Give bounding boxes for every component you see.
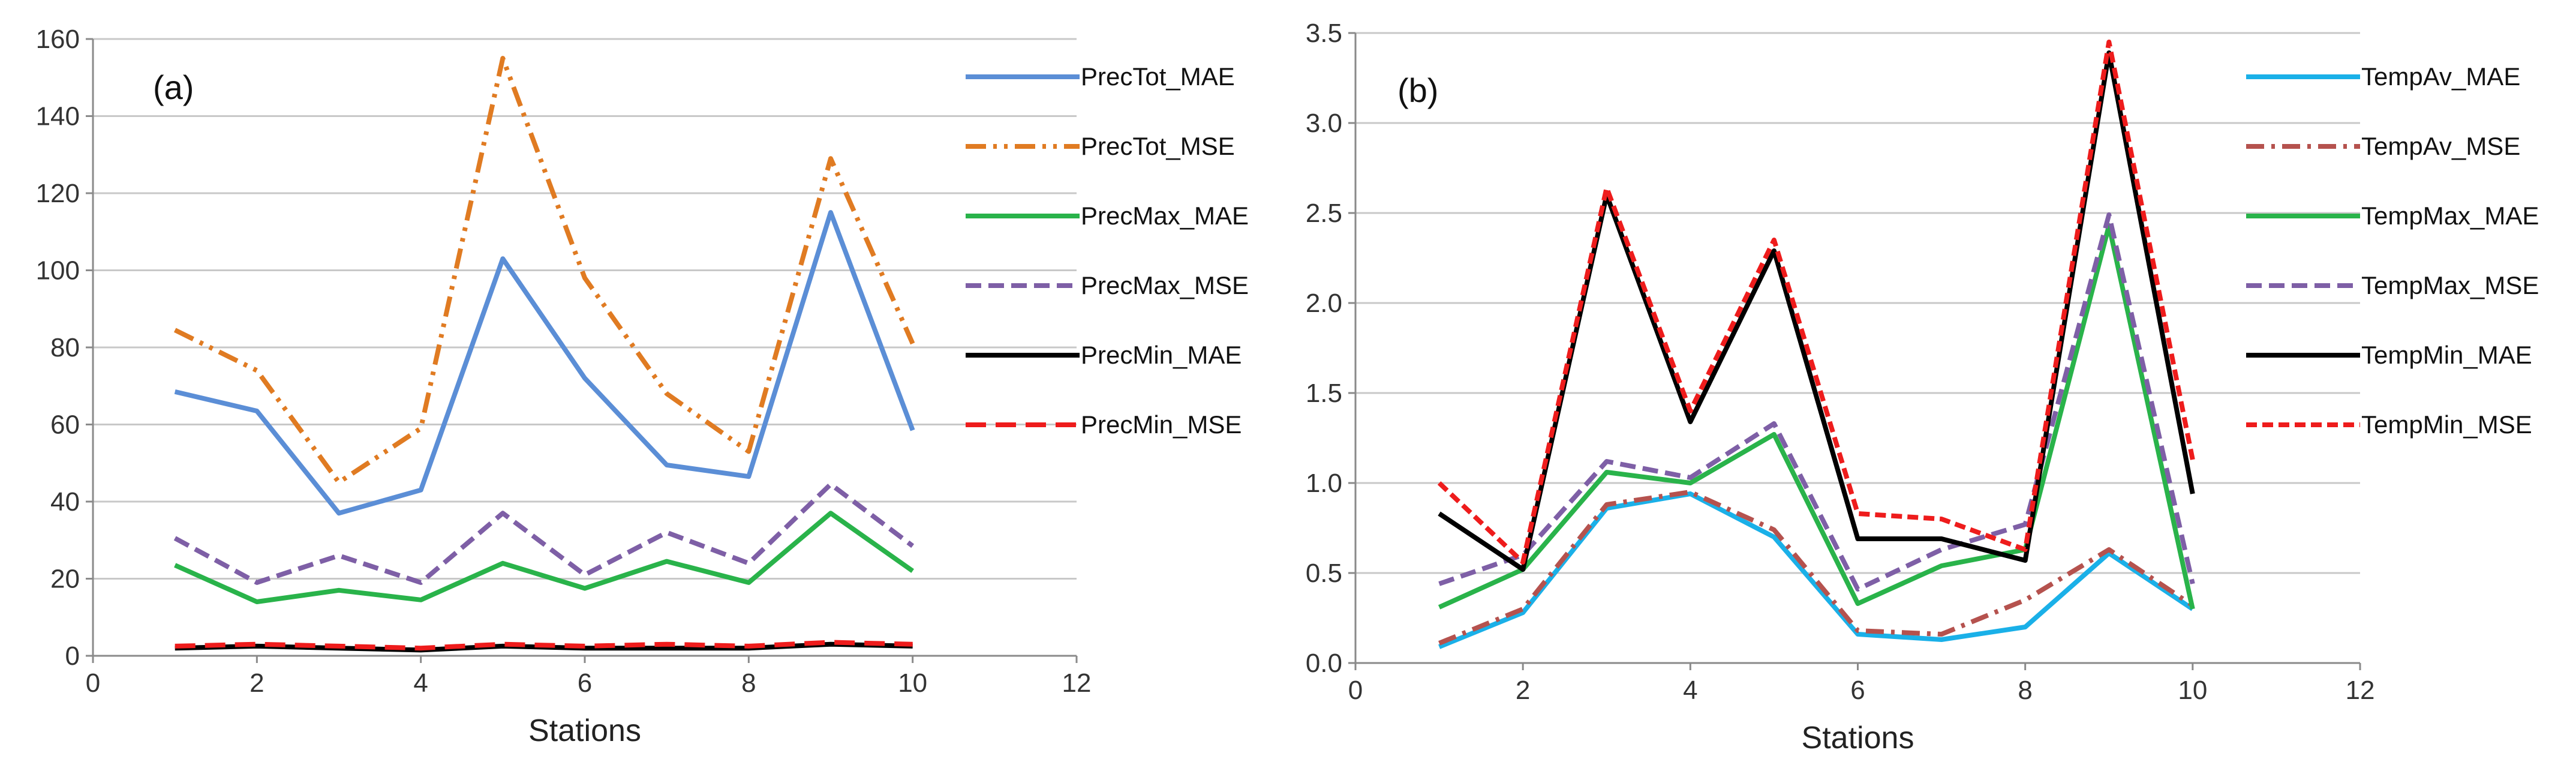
y-tick-label: 40 [50,487,80,517]
y-tick-label: 1.0 [1306,469,1342,498]
legend-label: PrecMin_MSE [1081,410,1242,439]
legend-label: TempAv_MAE [2361,62,2520,91]
y-tick-label: 0 [65,641,80,671]
legend-label: PrecMax_MAE [1081,202,1249,230]
x-tick-label: 8 [741,668,756,698]
y-tick-label: 20 [50,565,80,594]
legend-label: PrecTot_MSE [1081,132,1235,160]
series-line-tempmax-mae [1438,223,2195,610]
legend-label: TempAv_MSE [2361,132,2520,160]
series-line-prectot-mse [173,56,915,485]
y-tick-label: 2.0 [1306,289,1342,318]
y-tick-label: 0.5 [1306,559,1342,588]
y-tick-label: 100 [36,256,80,286]
x-tick-label: 6 [1850,676,1865,705]
y-tick-label: 0.0 [1306,649,1342,678]
series-line-prectot-mae [174,210,915,516]
legend-label: PrecTot_MAE [1081,62,1235,91]
legend-label: TempMax_MSE [2361,271,2539,299]
legend-label: TempMin_MAE [2361,341,2532,369]
legend-label: TempMax_MAE [2361,202,2539,230]
series-line-tempav-mse [1438,490,2195,646]
y-tick-label: 120 [36,179,80,208]
y-tick-label: 80 [50,333,80,362]
legend-label: PrecMax_MSE [1081,271,1249,299]
legend-label: PrecMin_MAE [1081,341,1242,369]
series-line-tempmax-mse [1438,212,2195,592]
panel-label: (a) [153,68,194,106]
x-axis-label: Stations [528,713,641,748]
x-tick-label: 10 [2178,676,2207,705]
chart-panel-a: 0 20 40 60 80 100 120 140 160 0 2 4 6 8 10 12 Stations (a… [36,25,1249,748]
x-tick-label: 12 [1062,668,1092,698]
series-line-tempmin-mae [1438,50,2195,572]
x-tick-label: 8 [2018,676,2032,705]
chart-panel-b: 0.0 0.5 1.0 1.5 2.0 2.5 3.0 3.5 0 2 4 6 8 10 12 Station… [1306,19,2539,755]
x-tick-label: 6 [578,668,592,698]
series-line-precmin-mse [175,640,913,651]
series-line-precmax-mae [174,511,915,604]
x-tick-label: 0 [86,668,100,698]
x-tick-label: 4 [1683,676,1697,705]
x-tick-label: 10 [898,668,927,698]
x-tick-label: 2 [1516,676,1530,705]
y-tick-label: 1.5 [1306,379,1342,408]
panel-label: (b) [1397,71,1438,109]
x-tick-label: 4 [413,668,428,698]
series-line-precmax-mse [173,482,915,585]
x-tick-label: 0 [1348,676,1363,705]
x-axis-label: Stations [1802,721,1914,755]
y-tick-label: 2.5 [1306,199,1342,228]
y-tick-label: 3.0 [1306,109,1342,138]
y-tick-label: 140 [36,102,80,131]
x-tick-label: 12 [2346,676,2375,705]
legend-label: TempMin_MSE [2361,410,2532,439]
series-line-tempmin-mse [1437,40,2195,565]
y-tick-label: 3.5 [1306,19,1342,48]
y-tick-label: 60 [50,410,80,440]
y-tick-label: 160 [36,25,80,54]
x-tick-label: 2 [250,668,264,698]
